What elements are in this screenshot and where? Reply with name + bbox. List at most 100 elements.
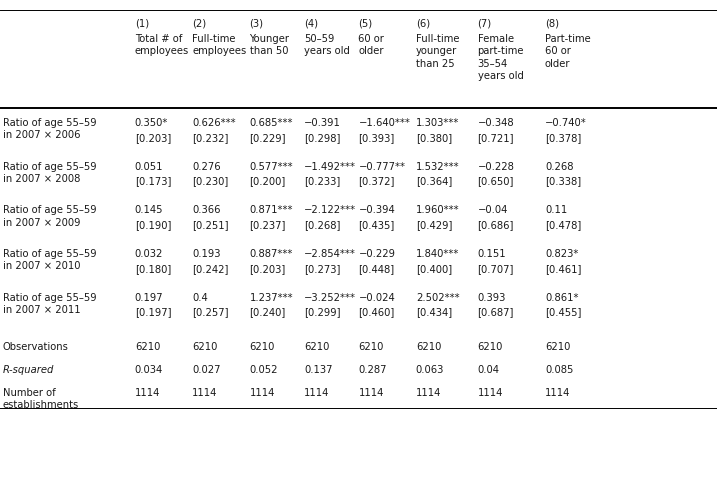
Text: 1114: 1114 [304, 388, 329, 398]
Text: [0.429]: [0.429] [416, 220, 452, 230]
Text: (4): (4) [304, 19, 318, 29]
Text: 0.027: 0.027 [192, 365, 221, 375]
Text: 2.502***: 2.502*** [416, 293, 460, 303]
Text: 6210: 6210 [192, 342, 217, 352]
Text: 0.287: 0.287 [358, 365, 387, 375]
Text: 1114: 1114 [478, 388, 503, 398]
Text: [0.197]: [0.197] [135, 308, 171, 317]
Text: 0.197: 0.197 [135, 293, 163, 303]
Text: −0.777**: −0.777** [358, 162, 406, 172]
Text: [0.268]: [0.268] [304, 220, 341, 230]
Text: −0.740*: −0.740* [545, 118, 587, 128]
Text: 6210: 6210 [416, 342, 441, 352]
Text: [0.338]: [0.338] [545, 177, 581, 186]
Text: [0.200]: [0.200] [250, 177, 286, 186]
Text: 0.4: 0.4 [192, 293, 208, 303]
Text: 6210: 6210 [135, 342, 160, 352]
Text: 1.237***: 1.237*** [250, 293, 293, 303]
Text: [0.190]: [0.190] [135, 220, 171, 230]
Text: 0.887***: 0.887*** [250, 249, 293, 259]
Text: [0.240]: [0.240] [250, 308, 286, 317]
Text: [0.203]: [0.203] [250, 264, 286, 274]
Text: −2.122***: −2.122*** [304, 205, 356, 215]
Text: −0.024: −0.024 [358, 293, 395, 303]
Text: 0.871***: 0.871*** [250, 205, 293, 215]
Text: 0.052: 0.052 [250, 365, 278, 375]
Text: [0.707]: [0.707] [478, 264, 514, 274]
Text: [0.686]: [0.686] [478, 220, 514, 230]
Text: [0.434]: [0.434] [416, 308, 452, 317]
Text: Part-time
60 or
older: Part-time 60 or older [545, 34, 591, 68]
Text: [0.299]: [0.299] [304, 308, 341, 317]
Text: 50–59
years old: 50–59 years old [304, 34, 350, 56]
Text: (2): (2) [192, 19, 206, 29]
Text: 0.145: 0.145 [135, 205, 163, 215]
Text: [0.273]: [0.273] [304, 264, 341, 274]
Text: [0.242]: [0.242] [192, 264, 229, 274]
Text: Full-time
employees: Full-time employees [192, 34, 247, 56]
Text: 0.137: 0.137 [304, 365, 333, 375]
Text: 1114: 1114 [358, 388, 384, 398]
Text: Female
part-time
35–54
years old: Female part-time 35–54 years old [478, 34, 524, 81]
Text: −3.252***: −3.252*** [304, 293, 356, 303]
Text: 1114: 1114 [250, 388, 275, 398]
Text: −0.04: −0.04 [478, 205, 508, 215]
Text: −1.640***: −1.640*** [358, 118, 410, 128]
Text: [0.257]: [0.257] [192, 308, 229, 317]
Text: −0.348: −0.348 [478, 118, 514, 128]
Text: [0.435]: [0.435] [358, 220, 395, 230]
Text: 1.532***: 1.532*** [416, 162, 460, 172]
Text: [0.460]: [0.460] [358, 308, 395, 317]
Text: 0.034: 0.034 [135, 365, 163, 375]
Text: [0.650]: [0.650] [478, 177, 514, 186]
Text: Ratio of age 55–59
in 2007 × 2011: Ratio of age 55–59 in 2007 × 2011 [3, 293, 97, 315]
Text: [0.393]: [0.393] [358, 133, 395, 143]
Text: [0.180]: [0.180] [135, 264, 171, 274]
Text: [0.298]: [0.298] [304, 133, 341, 143]
Text: 1114: 1114 [192, 388, 217, 398]
Text: 0.085: 0.085 [545, 365, 574, 375]
Text: 0.063: 0.063 [416, 365, 445, 375]
Text: [0.237]: [0.237] [250, 220, 286, 230]
Text: (1): (1) [135, 19, 149, 29]
Text: 0.685***: 0.685*** [250, 118, 293, 128]
Text: [0.461]: [0.461] [545, 264, 581, 274]
Text: R-squared: R-squared [3, 365, 54, 375]
Text: [0.455]: [0.455] [545, 308, 581, 317]
Text: −0.229: −0.229 [358, 249, 396, 259]
Text: [0.721]: [0.721] [478, 133, 514, 143]
Text: (6): (6) [416, 19, 430, 29]
Text: [0.478]: [0.478] [545, 220, 581, 230]
Text: 0.350*: 0.350* [135, 118, 168, 128]
Text: 1114: 1114 [135, 388, 160, 398]
Text: [0.372]: [0.372] [358, 177, 395, 186]
Text: Number of
establishments: Number of establishments [3, 388, 79, 410]
Text: 0.268: 0.268 [545, 162, 574, 172]
Text: 6210: 6210 [358, 342, 384, 352]
Text: (3): (3) [250, 19, 264, 29]
Text: −2.854***: −2.854*** [304, 249, 356, 259]
Text: 0.193: 0.193 [192, 249, 221, 259]
Text: 60 or
older: 60 or older [358, 34, 384, 56]
Text: (7): (7) [478, 19, 492, 29]
Text: Ratio of age 55–59
in 2007 × 2010: Ratio of age 55–59 in 2007 × 2010 [3, 249, 97, 271]
Text: 6210: 6210 [478, 342, 503, 352]
Text: [0.203]: [0.203] [135, 133, 171, 143]
Text: Ratio of age 55–59
in 2007 × 2009: Ratio of age 55–59 in 2007 × 2009 [3, 205, 97, 228]
Text: [0.232]: [0.232] [192, 133, 229, 143]
Text: 6210: 6210 [250, 342, 275, 352]
Text: Full-time
younger
than 25: Full-time younger than 25 [416, 34, 460, 68]
Text: [0.448]: [0.448] [358, 264, 394, 274]
Text: (5): (5) [358, 19, 373, 29]
Text: 0.823*: 0.823* [545, 249, 579, 259]
Text: 0.393: 0.393 [478, 293, 506, 303]
Text: [0.380]: [0.380] [416, 133, 452, 143]
Text: 0.051: 0.051 [135, 162, 163, 172]
Text: 1.840***: 1.840*** [416, 249, 459, 259]
Text: 6210: 6210 [304, 342, 329, 352]
Text: 0.032: 0.032 [135, 249, 163, 259]
Text: [0.229]: [0.229] [250, 133, 286, 143]
Text: −0.228: −0.228 [478, 162, 514, 172]
Text: Ratio of age 55–59
in 2007 × 2006: Ratio of age 55–59 in 2007 × 2006 [3, 118, 97, 140]
Text: Younger
than 50: Younger than 50 [250, 34, 290, 56]
